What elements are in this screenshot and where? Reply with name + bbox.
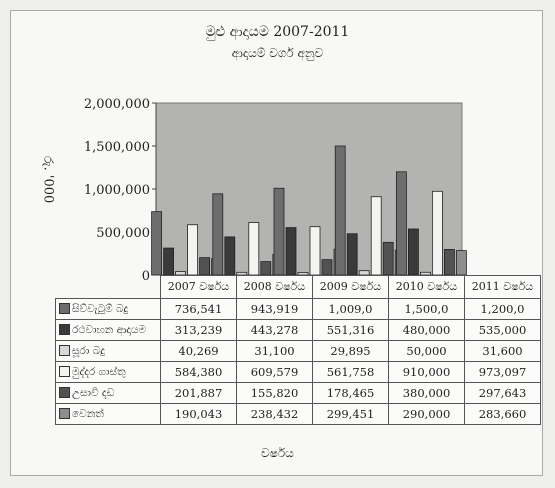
bar [382, 241, 394, 276]
legend-entry: වෙනත් [55, 403, 161, 425]
y-tick-label: 500,000 [96, 226, 150, 241]
data-label: 736,541 [160, 298, 237, 320]
data-label: 31,600 [464, 340, 541, 362]
category-label: 2010 වර්ෂය [388, 275, 465, 299]
legend-swatch [59, 324, 70, 335]
bar [297, 272, 309, 276]
x-axis-label: වර්ෂය [261, 446, 294, 460]
data-label: 40,269 [160, 340, 237, 362]
chart-subtitle: ආදායම් වර්ග අනුව [231, 46, 324, 60]
table-row: මුද්දර ගාස්තු 584,380 609,579 561,758 910,00… [55, 361, 541, 383]
bar [309, 226, 321, 276]
bar [248, 222, 260, 276]
bar [163, 247, 175, 276]
data-label: 190,043 [160, 403, 237, 425]
bar [285, 227, 297, 276]
bar [346, 233, 358, 276]
category-label: 2008 වර්ෂය [236, 275, 313, 299]
y-tick-label: 1,500,000 [84, 140, 150, 155]
data-label: 50,000 [388, 340, 465, 362]
category-label: 2007 වර්ෂය [160, 275, 237, 299]
data-table: 2007 වර්ෂය 2008 වර්ෂය 2009 වර්ෂය 2010 වර්ෂය… [55, 275, 541, 425]
legend-entry: රථවාහන ආදායම [55, 319, 161, 341]
data-label: 31,100 [236, 340, 313, 362]
legend-swatch [59, 303, 70, 314]
data-label: 1,200,0 [464, 298, 541, 320]
table-row: රථවාහන ආදායම 313,239 443,278 551,316 480,000… [55, 319, 541, 341]
bar [151, 211, 163, 276]
data-label: 178,465 [312, 382, 389, 404]
data-label: 561,758 [312, 361, 389, 383]
legend-swatch [59, 345, 70, 356]
data-label: 297,643 [464, 382, 541, 404]
data-label: 155,820 [236, 382, 313, 404]
bar [175, 271, 187, 276]
data-label: 943,919 [236, 298, 313, 320]
table-corner-cell [55, 275, 161, 299]
legend-entry: සිව්වැටුම් බදු [55, 298, 161, 320]
bar [334, 145, 346, 276]
y-tick-label: 2,000,000 [84, 97, 150, 112]
data-label: 551,316 [312, 319, 389, 341]
bar [260, 261, 272, 276]
table-row: සිව්වැටුම් බදු 736,541 943,919 1,009,0 1,500… [55, 298, 541, 320]
data-label: 584,380 [160, 361, 237, 383]
data-label: 238,432 [236, 403, 313, 425]
legend-swatch [59, 366, 70, 377]
series-name: රථවාහන ආදායම [72, 323, 147, 336]
bar [187, 224, 199, 276]
legend-entry: සූරා බදු [55, 340, 161, 362]
data-label: 910,000 [388, 361, 465, 383]
series-name: වෙනත් [72, 407, 104, 420]
table-header-row: 2007 වර්ෂය 2008 වර්ෂය 2009 වර්ෂය 2010 වර්ෂය… [55, 275, 541, 299]
data-label: 290,000 [388, 403, 465, 425]
category-label: 2009 වර්ෂය [312, 275, 389, 299]
bar [455, 250, 467, 276]
series-name: සූරා බදු [72, 344, 105, 357]
data-label: 380,000 [388, 382, 465, 404]
data-label: 1,500,0 [388, 298, 465, 320]
chart-title: මුළු ආදායම 2007-2011 [205, 24, 350, 40]
data-label: 535,000 [464, 319, 541, 341]
table-row: වෙනත් 190,043 238,432 299,451 290,000 283,660 [55, 403, 541, 425]
data-label: 299,451 [312, 403, 389, 425]
data-label: 609,579 [236, 361, 313, 383]
series-name: සිව්වැටුම් බදු [72, 302, 129, 315]
data-label: 973,097 [464, 361, 541, 383]
data-label: 201,887 [160, 382, 237, 404]
y-tick-label: 1,000,000 [84, 183, 150, 198]
bar [199, 257, 211, 276]
bar [321, 259, 333, 276]
bar [407, 228, 419, 276]
data-label: 313,239 [160, 319, 237, 341]
legend-entry: උසාවි දඩ [55, 382, 161, 404]
table-row: උසාවි දඩ 201,887 155,820 178,465 380,000 297,… [55, 382, 541, 404]
bar [431, 190, 443, 276]
data-label: 29,895 [312, 340, 389, 362]
bar [370, 196, 382, 276]
legend-swatch [59, 387, 70, 398]
bar [443, 249, 455, 276]
legend-entry: මුද්දර ගාස්තු [55, 361, 161, 383]
category-label: 2011 වර්ෂය [464, 275, 541, 299]
bar [212, 193, 224, 276]
series-name: උසාවි දඩ [72, 386, 115, 399]
series-name: මුද්දර ගාස්තු [72, 365, 126, 378]
bar [273, 187, 285, 276]
bar [224, 236, 236, 276]
data-label: 283,660 [464, 403, 541, 425]
data-label: 443,278 [236, 319, 313, 341]
bar [395, 171, 407, 276]
legend-swatch [59, 408, 70, 419]
table-row: සූරා බදු 40,269 31,100 29,895 50,000 31,600 [55, 340, 541, 362]
data-label: 1,009,0 [312, 298, 389, 320]
data-label: 480,000 [388, 319, 465, 341]
